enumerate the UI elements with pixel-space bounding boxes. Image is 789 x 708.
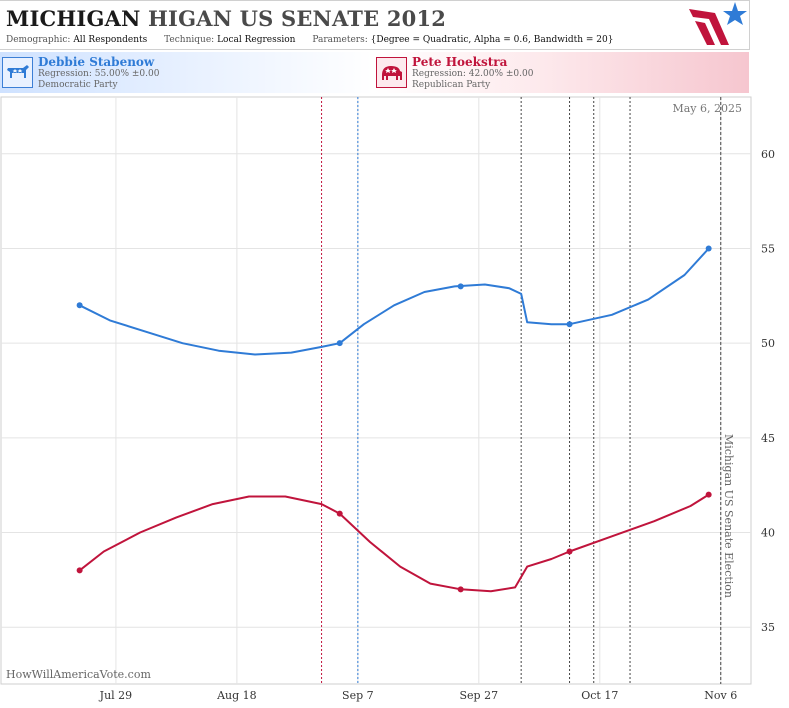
technique-label: Technique:	[164, 35, 215, 45]
x-tick-label: Jul 29	[99, 689, 133, 702]
candidate-name: Debbie Stabenow	[38, 55, 155, 69]
series-points	[76, 245, 712, 593]
x-tick-label: Aug 18	[216, 689, 257, 702]
chart-area: Jul 29 Aug 18 Sep 7 Sep 27 Oct 17 Nov 6 35 40 4…	[0, 96, 789, 704]
data-point[interactable]	[336, 510, 343, 517]
donkey-icon	[2, 57, 33, 88]
poll-chart: Jul 29 Aug 18 Sep 7 Sep 27 Oct 17 Nov 6 35 40 4…	[0, 96, 775, 702]
candidate-rep: Pete Hoekstra Regression: 42.00% ±0.00 R…	[374, 52, 749, 93]
elephant-icon	[376, 57, 407, 88]
site-logo	[689, 2, 747, 45]
x-tick-label: Oct 17	[581, 689, 618, 702]
parameters-value: {Degree = Quadratic, Alpha = 0.6, Bandwi…	[370, 35, 614, 45]
watermark: HowWillAmericaVote.com	[6, 668, 151, 681]
series-line	[78, 493, 710, 593]
x-tick-label: Sep 27	[460, 689, 499, 702]
series-lines	[78, 247, 710, 593]
y-tick-label: 35	[761, 621, 775, 634]
x-tick-labels: Jul 29 Aug 18 Sep 7 Sep 27 Oct 17 Nov 6	[99, 689, 738, 702]
data-point[interactable]	[457, 586, 464, 593]
data-point[interactable]	[705, 245, 712, 252]
candidate-name: Pete Hoekstra	[412, 55, 508, 69]
parameters-label: Parameters:	[312, 35, 368, 45]
chart-title: MICHIGAN HIGAN US SENATE 2012	[6, 6, 446, 31]
y-tick-label: 55	[761, 242, 775, 255]
y-tick-label: 60	[761, 148, 775, 161]
chart-date: May 6, 2025	[672, 102, 742, 115]
data-point[interactable]	[566, 321, 573, 328]
candidate-regression: Regression: 42.00% ±0.00	[412, 69, 534, 79]
x-tick-label: Nov 6	[704, 689, 737, 702]
y-tick-label: 50	[761, 337, 775, 350]
data-point[interactable]	[76, 302, 83, 309]
title-race: HIGAN US SENATE 2012	[148, 6, 447, 31]
data-point[interactable]	[336, 340, 343, 347]
data-point[interactable]	[566, 548, 573, 555]
demographic-value: All Respondents	[73, 35, 148, 45]
candidate-regression: Regression: 55.00% ±0.00	[38, 69, 160, 79]
demographic-label: Demographic:	[6, 35, 71, 45]
candidate-bar: Debbie Stabenow Regression: 55.00% ±0.00…	[0, 52, 749, 93]
technique-value: Local Regression	[217, 35, 296, 45]
data-point[interactable]	[705, 491, 712, 498]
parameters-line: Demographic: All Respondents Technique: …	[6, 35, 627, 45]
series-line	[78, 247, 710, 356]
title-state: MICHIGAN	[6, 6, 141, 31]
candidate-dem: Debbie Stabenow Regression: 55.00% ±0.00…	[0, 52, 374, 93]
event-label: Michigan US Senate Election	[722, 434, 735, 598]
plot-frame	[0, 96, 752, 685]
data-point[interactable]	[457, 283, 464, 290]
chart-header: MICHIGAN HIGAN US SENATE 2012 Demographi…	[0, 0, 750, 50]
y-tick-labels: 35 40 45 50 55 60	[761, 148, 775, 634]
event-lines	[321, 97, 722, 684]
data-point[interactable]	[76, 567, 83, 574]
x-tick-label: Sep 7	[342, 689, 374, 702]
candidate-party: Republican Party	[412, 80, 491, 90]
y-tick-label: 40	[761, 527, 775, 540]
candidate-party: Democratic Party	[38, 80, 118, 90]
y-gridlines	[1, 153, 751, 628]
y-tick-label: 45	[761, 432, 775, 445]
